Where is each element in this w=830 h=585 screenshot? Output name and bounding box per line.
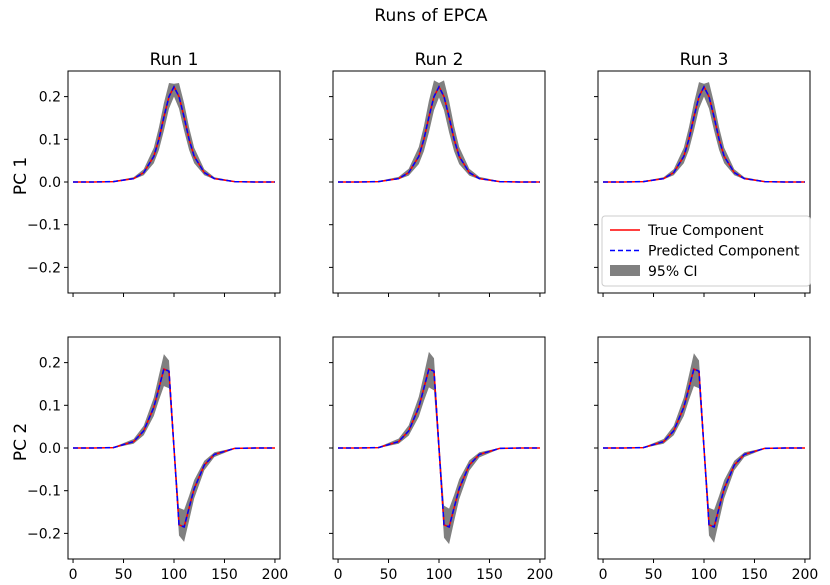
column-title: Run 1 [150, 50, 199, 70]
panel-1-2 [329, 70, 546, 297]
predicted-component-line [73, 367, 275, 529]
column-title: Run 2 [415, 50, 464, 70]
legend-label: Predicted Component [648, 244, 800, 260]
x-tick-label: 200 [792, 567, 819, 583]
predicted-component-line [338, 367, 540, 529]
legend-swatch-ci [610, 265, 640, 276]
y-tick-label: 0.0 [39, 175, 61, 191]
legend: True Component Predicted Component 95% CI [601, 215, 811, 287]
x-tick-label: 150 [741, 567, 768, 583]
x-tick-label: 50 [115, 567, 133, 583]
y-tick-label: 0.1 [39, 132, 61, 148]
y-tick-label: 0.1 [39, 398, 61, 414]
x-tick-label: 100 [426, 567, 453, 583]
x-tick-label: 50 [380, 567, 398, 583]
row-label: PC 1 [11, 157, 31, 195]
x-tick-label: 200 [262, 567, 289, 583]
x-tick-label: 0 [599, 567, 608, 583]
figure-title: Runs of EPCA [374, 6, 488, 26]
panel-1-1: −0.2 −0.1 0.0 0.1 0.2 [27, 70, 281, 297]
panel-2-3: 0 50 100 150 200 [594, 336, 819, 583]
x-tick-label: 200 [527, 567, 554, 583]
panel-1-3 [594, 70, 811, 297]
y-tick-label: −0.2 [27, 260, 61, 276]
panel-2-1: −0.2 −0.1 0.0 0.1 0.2 0 50 100 150 200 [27, 336, 289, 583]
x-tick-label: 100 [691, 567, 718, 583]
x-tick-label: 0 [69, 567, 78, 583]
legend-frame [601, 215, 811, 287]
y-tick-label: −0.1 [27, 218, 61, 234]
panel-2-2: 0 50 100 150 200 [329, 336, 554, 583]
predicted-component-line [338, 85, 540, 183]
x-tick-label: 0 [334, 567, 343, 583]
x-tick-label: 150 [476, 567, 503, 583]
y-tick-label: −0.1 [27, 484, 61, 500]
predicted-component-line [603, 367, 805, 529]
y-tick-label: −0.2 [27, 526, 61, 542]
column-title: Run 3 [680, 50, 729, 70]
legend-label: 95% CI [648, 264, 697, 280]
predicted-component-line [73, 85, 275, 183]
predicted-component-line [603, 85, 805, 183]
x-tick-label: 150 [211, 567, 238, 583]
y-tick-label: 0.2 [39, 356, 61, 372]
x-tick-label: 100 [161, 567, 188, 583]
panels-group: −0.2 −0.1 0.0 0.1 0.2 −0.2 −0.1 0.0 0.1 0.2 0 50 100… [11, 50, 818, 583]
y-tick-label: 0.2 [39, 90, 61, 106]
y-tick-label: 0.0 [39, 441, 61, 457]
row-label: PC 2 [11, 423, 31, 461]
x-tick-label: 50 [645, 567, 663, 583]
legend-label: True Component [647, 223, 764, 239]
